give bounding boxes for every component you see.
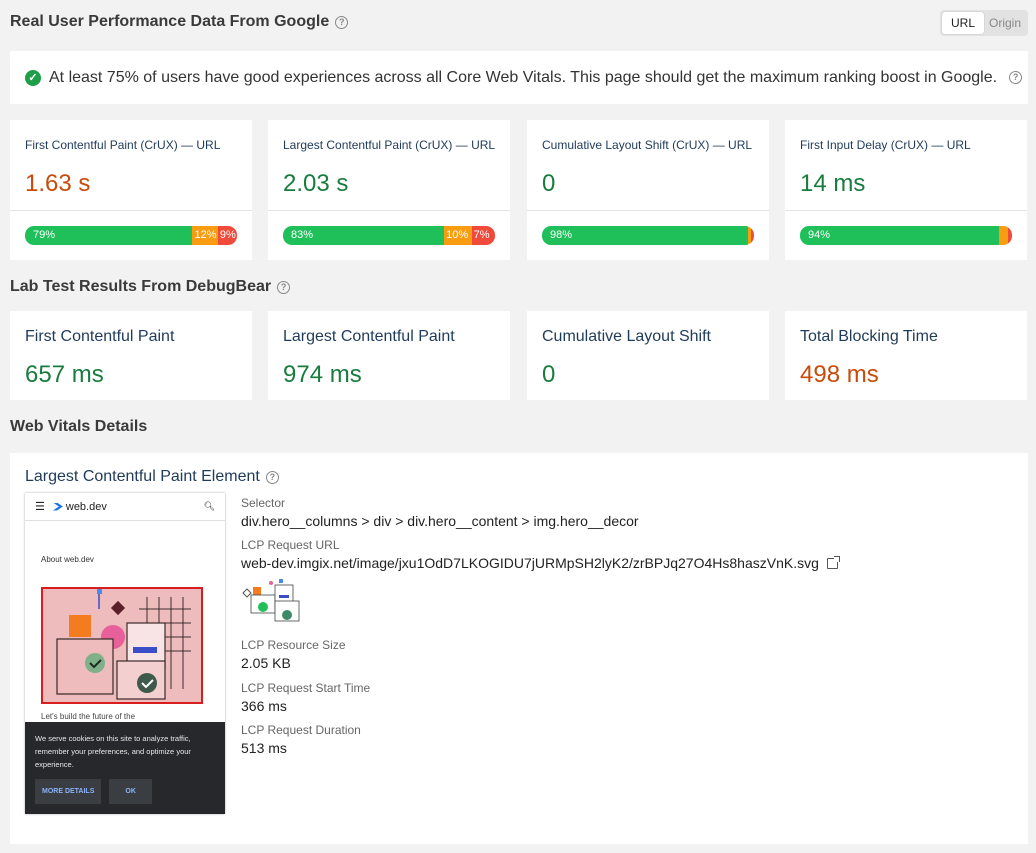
size-label: LCP Resource Size [241, 638, 346, 652]
selector-label: Selector [241, 496, 286, 510]
metric-value: 0 [542, 170, 556, 197]
lab-card-tbt: Total Blocking Time 498 ms [785, 311, 1027, 400]
lcp-title-text: Largest Contentful Paint Element [25, 468, 260, 485]
details-section-title: Web Vitals Details [10, 418, 148, 435]
distribution-bar: 98% [542, 226, 754, 245]
poor-segment: 9% [217, 226, 237, 245]
selector-value: div.hero__columns > div > div.hero__cont… [241, 513, 639, 529]
needs-improvement-segment [747, 226, 751, 245]
divider [268, 210, 510, 211]
metric-label: Cumulative Layout Shift [542, 328, 711, 345]
duration-label: LCP Request Duration [241, 723, 361, 737]
distribution-bar: 83% 10% 7% [283, 226, 495, 245]
url-origin-toggle[interactable]: URL Origin [940, 10, 1028, 36]
url-value[interactable]: web-dev.imgix.net/image/jxu1OdD7LKOGIDU7… [241, 555, 819, 571]
lab-card-cls: Cumulative Layout Shift 0 [527, 311, 769, 400]
metric-value: 1.63 s [25, 170, 91, 197]
selector-field: Selector div.hero__columns > div > div.h… [241, 496, 639, 529]
hero-heading-text: Let's build the future of the [41, 712, 136, 721]
request-start-field: LCP Request Start Time 366 ms [241, 681, 370, 714]
site-logo: web.dev [52, 500, 107, 513]
good-segment: 79% [25, 226, 193, 245]
duration-value: 513 ms [241, 740, 287, 756]
needs-improvement-segment: 10% [444, 226, 472, 245]
distribution-bar: 94% [800, 226, 1012, 245]
crux-section-title: Real User Performance Data From Google ? [10, 13, 349, 31]
distribution-bar: 79% 12% 9% [25, 226, 237, 245]
crux-card-cls: Cumulative Layout Shift (CrUX) — URL 0 9… [527, 120, 769, 260]
needs-improvement-segment [999, 226, 1008, 245]
metric-label: First Contentful Paint (CrUX) — URL [25, 138, 221, 152]
lcp-element-highlight [41, 587, 203, 704]
url-row: web-dev.imgix.net/image/jxu1OdD7LKOGIDU7… [241, 555, 840, 571]
crux-card-fcp: First Contentful Paint (CrUX) — URL 1.63… [10, 120, 252, 260]
metric-value: 498 ms [800, 361, 879, 388]
start-value: 366 ms [241, 698, 287, 714]
screenshot-topbar: ☰ web.dev 🔍︎ [25, 493, 225, 521]
request-duration-field: LCP Request Duration 513 ms [241, 723, 361, 756]
lab-card-lcp: Largest Contentful Paint 974 ms [268, 311, 510, 400]
poor-segment [1007, 226, 1012, 245]
metric-label: First Input Delay (CrUX) — URL [800, 138, 971, 152]
cookie-banner: We serve cookies on this site to analyze… [25, 722, 225, 814]
divider [10, 210, 252, 211]
metric-label: Largest Contentful Paint (CrUX) — URL [283, 138, 496, 152]
resource-size-field: LCP Resource Size 2.05 KB [241, 638, 346, 671]
metric-label: Total Blocking Time [800, 328, 938, 345]
good-segment: 94% [800, 226, 1000, 245]
poor-segment: 7% [471, 226, 495, 245]
metric-value: 0 [542, 361, 556, 388]
start-label: LCP Request Start Time [241, 681, 371, 695]
metric-value: 2.03 s [283, 170, 349, 197]
size-value: 2.05 KB [241, 655, 291, 671]
divider [527, 210, 769, 211]
help-icon[interactable]: ? [1009, 71, 1023, 84]
banner-text: At least 75% of users have good experien… [49, 68, 998, 86]
search-icon: 🔍︎ [203, 501, 215, 511]
crux-title-text: Real User Performance Data From Google [10, 13, 330, 30]
toggle-origin[interactable]: Origin [988, 16, 1021, 30]
lcp-card-title: Largest Contentful Paint Element ? [25, 468, 279, 486]
metric-label: Largest Contentful Paint [283, 328, 455, 345]
crux-card-lcp: Largest Contentful Paint (CrUX) — URL 2.… [268, 120, 510, 260]
page-screenshot: ☰ web.dev 🔍︎ About web.dev [25, 493, 225, 814]
lab-section-title: Lab Test Results From DebugBear ? [10, 278, 291, 296]
metric-label: Cumulative Layout Shift (CrUX) — URL [542, 138, 753, 152]
lcp-resource-thumbnail [242, 579, 300, 622]
check-circle-icon: ✓ [25, 69, 41, 86]
crux-card-fid: First Input Delay (CrUX) — URL 14 ms 94% [785, 120, 1027, 260]
good-segment: 98% [542, 226, 748, 245]
divider [785, 210, 1027, 211]
needs-improvement-segment: 12% [192, 226, 218, 245]
menu-icon: ☰ [35, 501, 45, 513]
cookie-text: We serve cookies on this site to analyze… [35, 734, 191, 769]
site-name: web.dev [65, 500, 107, 513]
lab-card-fcp: First Contentful Paint 657 ms [10, 311, 252, 400]
cookie-buttons: MORE DETAILS OK [35, 779, 152, 804]
poor-segment [750, 226, 754, 245]
lcp-element-card: Largest Contentful Paint Element ? ☰ web… [10, 453, 1028, 844]
about-text: About web.dev [41, 555, 94, 564]
hero-illustration [56, 589, 191, 700]
help-icon[interactable]: ? [335, 15, 349, 29]
lcp-url-field: LCP Request URL web-dev.imgix.net/image/… [241, 538, 840, 571]
lab-title-text: Lab Test Results From DebugBear [10, 278, 272, 295]
more-details-button: MORE DETAILS [35, 779, 102, 804]
good-segment: 83% [283, 226, 445, 245]
help-icon[interactable]: ? [277, 280, 291, 294]
metric-value: 14 ms [800, 170, 866, 197]
ok-button: OK [109, 779, 152, 804]
cwv-status-banner: ✓ At least 75% of users have good experi… [10, 51, 1028, 104]
toggle-url[interactable]: URL [942, 12, 984, 34]
metric-value: 974 ms [283, 361, 362, 388]
help-icon[interactable]: ? [265, 470, 279, 484]
url-label: LCP Request URL [241, 538, 340, 552]
webdev-logo-icon [52, 502, 63, 511]
metric-value: 657 ms [25, 361, 104, 388]
metric-label: First Contentful Paint [25, 328, 175, 345]
external-link-icon[interactable] [826, 555, 840, 569]
